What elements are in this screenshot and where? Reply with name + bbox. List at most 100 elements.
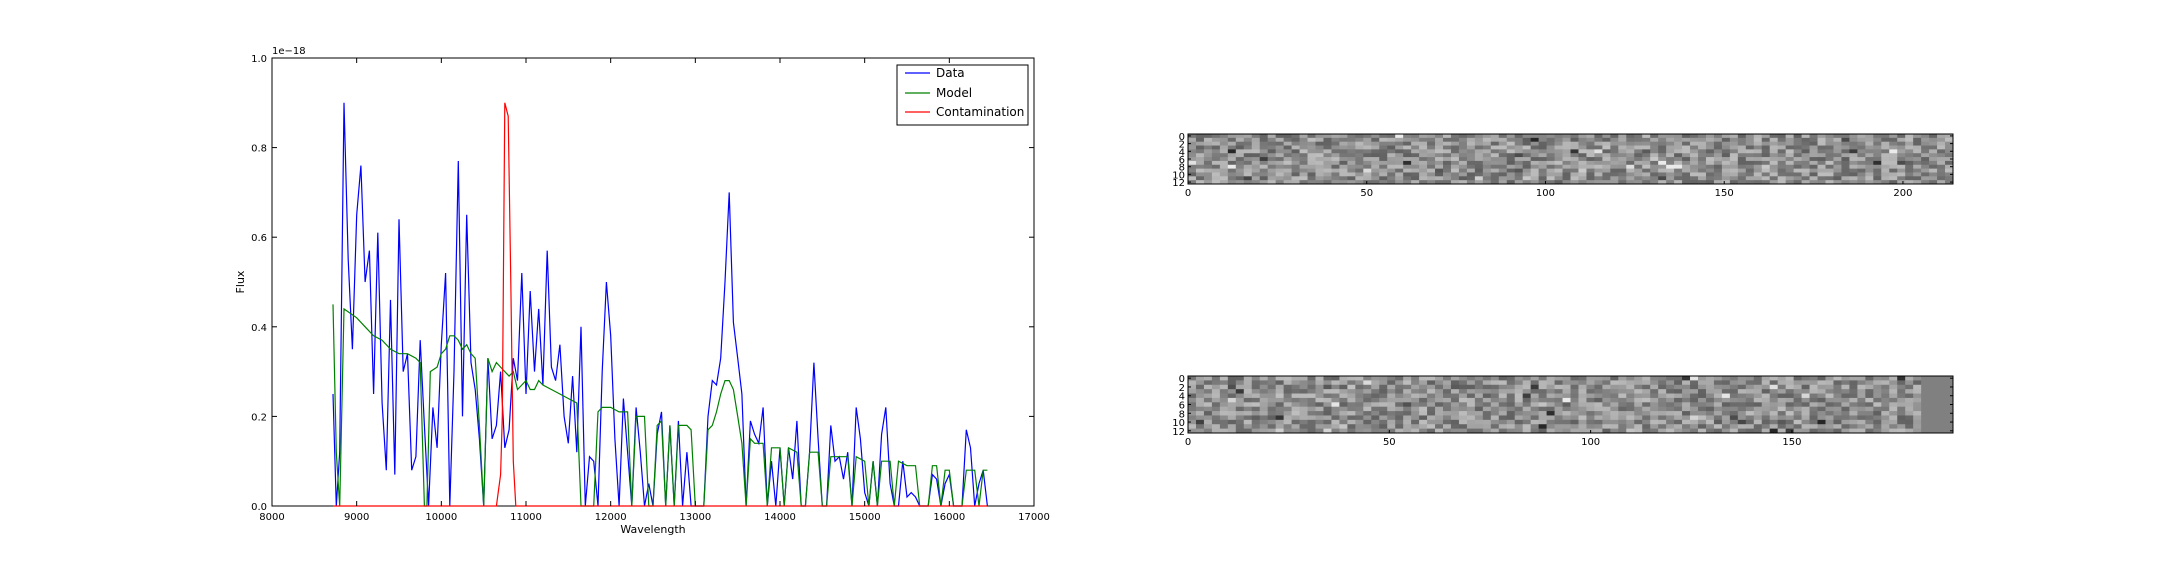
image-pixel bbox=[1355, 160, 1364, 166]
image-pixel bbox=[1825, 389, 1834, 394]
image-pixel bbox=[1339, 428, 1348, 434]
image-pixel bbox=[1865, 428, 1874, 434]
image-pixel bbox=[1315, 424, 1324, 430]
image-pixel bbox=[1761, 389, 1771, 394]
image-pixel bbox=[1427, 168, 1436, 173]
image-pixel bbox=[1450, 176, 1460, 181]
y-tick-label: 4 bbox=[1179, 392, 1185, 403]
image-pixel bbox=[1897, 172, 1906, 177]
image-pixel bbox=[1753, 384, 1763, 390]
image-pixel bbox=[1849, 149, 1858, 154]
image-pixel bbox=[1546, 176, 1555, 181]
image-pixel bbox=[1443, 380, 1452, 386]
image-pixel bbox=[1698, 160, 1707, 166]
image-pixel bbox=[1363, 424, 1372, 430]
image-pixel bbox=[1586, 160, 1595, 166]
image-pixel bbox=[1881, 164, 1890, 170]
image-pixel bbox=[1490, 415, 1500, 421]
image-pixel bbox=[1235, 168, 1245, 173]
image-pixel bbox=[1339, 180, 1348, 185]
image-pixel bbox=[1458, 380, 1468, 386]
image-pixel bbox=[1666, 157, 1675, 162]
image-pixel bbox=[1283, 153, 1292, 158]
image-pixel bbox=[1690, 176, 1699, 181]
image-pixel bbox=[1195, 411, 1205, 416]
image-pixel bbox=[1331, 168, 1340, 173]
image-pixel bbox=[1658, 149, 1667, 154]
image-pixel bbox=[1355, 180, 1364, 185]
image-pixel bbox=[1219, 428, 1229, 434]
image-pixel bbox=[1243, 428, 1253, 434]
image-pixel bbox=[1801, 157, 1810, 162]
image-pixel bbox=[1347, 145, 1356, 150]
image-pixel bbox=[1618, 397, 1627, 403]
image-pixel bbox=[1403, 172, 1412, 177]
image-pixel bbox=[1347, 172, 1356, 177]
image-pixel bbox=[1427, 397, 1436, 403]
image-pixel bbox=[1674, 172, 1683, 177]
image-pixel bbox=[1562, 164, 1571, 170]
image-pixel bbox=[1411, 411, 1420, 416]
image-pixel bbox=[1323, 153, 1332, 158]
image-pixel bbox=[1761, 164, 1771, 170]
image-pixel bbox=[1865, 168, 1874, 173]
image-pixel bbox=[1642, 415, 1651, 421]
image-pixel bbox=[1395, 428, 1404, 434]
image-pixel bbox=[1474, 160, 1484, 166]
image-pixel bbox=[1889, 176, 1898, 181]
image-pixel bbox=[1243, 153, 1253, 158]
image-pixel bbox=[1259, 424, 1269, 430]
image-pixel bbox=[1227, 137, 1237, 143]
image-pixel bbox=[1729, 424, 1739, 430]
image-pixel bbox=[1897, 424, 1906, 430]
image-pixel bbox=[1315, 153, 1324, 158]
image-pixel bbox=[1331, 164, 1340, 170]
image-pixel bbox=[1705, 137, 1715, 143]
image-pixel bbox=[1251, 176, 1261, 181]
image-pixel bbox=[1267, 424, 1277, 430]
image-pixel bbox=[1937, 180, 1946, 185]
image-pixel bbox=[1721, 406, 1731, 412]
image-pixel bbox=[1450, 376, 1460, 381]
image-pixel bbox=[1307, 376, 1316, 381]
image-pixel bbox=[1897, 157, 1906, 162]
image-pixel bbox=[1945, 160, 1954, 166]
image-pixel bbox=[1817, 153, 1826, 158]
image-pixel bbox=[1259, 141, 1269, 146]
image-pixel bbox=[1514, 424, 1524, 430]
image-pixel bbox=[1841, 176, 1850, 181]
image-pixel bbox=[1761, 402, 1771, 408]
image-pixel bbox=[1554, 376, 1563, 381]
image-pixel bbox=[1435, 160, 1444, 166]
image-pixel bbox=[1514, 419, 1524, 425]
image-pixel bbox=[1498, 134, 1508, 139]
image-pixel bbox=[1275, 415, 1285, 421]
image-pixel bbox=[1825, 419, 1834, 425]
image-pixel bbox=[1833, 134, 1842, 139]
image-pixel bbox=[1530, 380, 1540, 386]
image-pixel bbox=[1594, 172, 1603, 177]
image-pixel bbox=[1299, 428, 1308, 434]
image-pixel bbox=[1522, 406, 1532, 412]
image-pixel bbox=[1419, 172, 1428, 177]
image-pixel bbox=[1921, 389, 1930, 394]
image-pixel bbox=[1721, 149, 1731, 154]
image-pixel bbox=[1546, 384, 1555, 390]
image-pixel bbox=[1674, 428, 1683, 434]
x-tick-label: 150 bbox=[1715, 188, 1734, 199]
image-pixel bbox=[1769, 397, 1779, 403]
image-pixel bbox=[1594, 160, 1603, 166]
image-pixel bbox=[1331, 428, 1340, 434]
image-pixel bbox=[1403, 389, 1412, 394]
image-pixel bbox=[1769, 406, 1779, 412]
image-pixel bbox=[1387, 172, 1396, 177]
image-pixel bbox=[1929, 137, 1938, 143]
image-pixel bbox=[1466, 141, 1476, 146]
image-pixel bbox=[1379, 402, 1388, 408]
image-pixel bbox=[1729, 389, 1739, 394]
image-pixel bbox=[1251, 160, 1261, 166]
image-pixel bbox=[1881, 376, 1890, 381]
image-pixel bbox=[1841, 393, 1850, 399]
image-pixel bbox=[1761, 406, 1771, 412]
image-pixel bbox=[1825, 172, 1834, 177]
